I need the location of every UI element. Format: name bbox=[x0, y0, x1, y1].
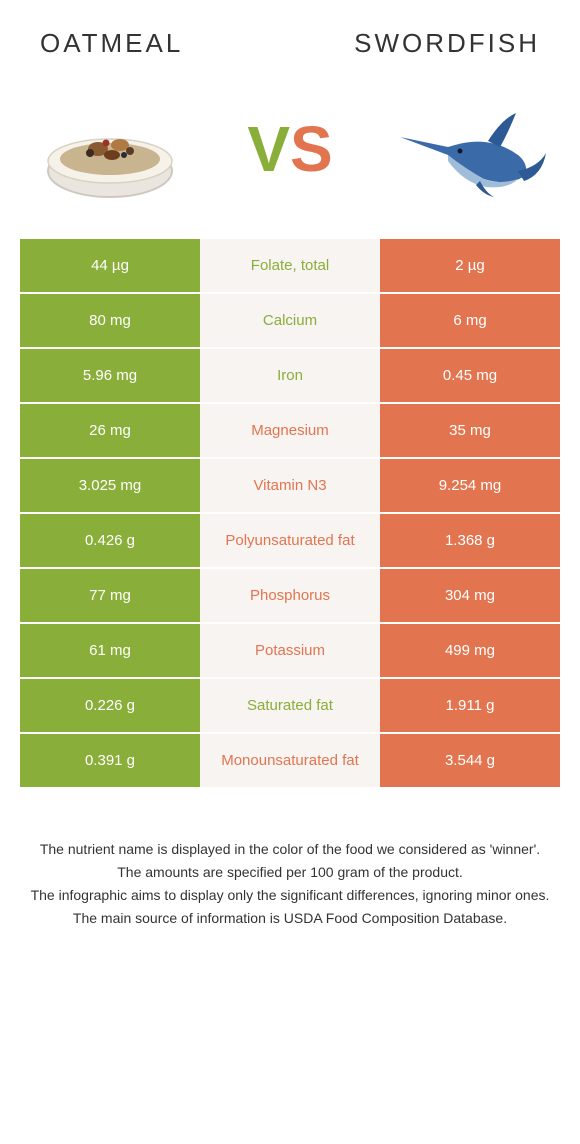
footer-notes: The nutrient name is displayed in the co… bbox=[0, 789, 580, 951]
table-row: 5.96 mgIron0.45 mg bbox=[20, 349, 560, 404]
nutrient-label: Magnesium bbox=[200, 404, 380, 459]
value-right: 1.911 g bbox=[380, 679, 560, 734]
value-left: 3.025 mg bbox=[20, 459, 200, 514]
value-right: 499 mg bbox=[380, 624, 560, 679]
value-right: 3.544 g bbox=[380, 734, 560, 789]
table-row: 80 mgCalcium6 mg bbox=[20, 294, 560, 349]
table-row: 77 mgPhosphorus304 mg bbox=[20, 569, 560, 624]
nutrient-label: Saturated fat bbox=[200, 679, 380, 734]
value-left: 77 mg bbox=[20, 569, 200, 624]
value-right: 35 mg bbox=[380, 404, 560, 459]
value-right: 9.254 mg bbox=[380, 459, 560, 514]
value-right: 6 mg bbox=[380, 294, 560, 349]
value-left: 61 mg bbox=[20, 624, 200, 679]
value-left: 0.391 g bbox=[20, 734, 200, 789]
nutrient-label: Folate, total bbox=[200, 239, 380, 294]
value-right: 0.45 mg bbox=[380, 349, 560, 404]
nutrient-label: Phosphorus bbox=[200, 569, 380, 624]
swordfish-image bbox=[390, 89, 550, 209]
vs-s-letter: S bbox=[290, 113, 333, 185]
value-right: 304 mg bbox=[380, 569, 560, 624]
value-right: 2 µg bbox=[380, 239, 560, 294]
value-left: 44 µg bbox=[20, 239, 200, 294]
oatmeal-image bbox=[30, 89, 190, 209]
header-row: Oatmeal Swordfish bbox=[0, 0, 580, 69]
infographic-container: Oatmeal Swordfish VS bbox=[0, 0, 580, 951]
value-left: 5.96 mg bbox=[20, 349, 200, 404]
table-row: 0.426 gPolyunsaturated fat1.368 g bbox=[20, 514, 560, 569]
footer-line: The main source of information is USDA F… bbox=[30, 908, 550, 929]
value-left: 80 mg bbox=[20, 294, 200, 349]
table-row: 0.391 gMonounsaturated fat3.544 g bbox=[20, 734, 560, 789]
nutrient-label: Iron bbox=[200, 349, 380, 404]
value-right: 1.368 g bbox=[380, 514, 560, 569]
images-row: VS bbox=[0, 69, 580, 239]
table-row: 3.025 mgVitamin N39.254 mg bbox=[20, 459, 560, 514]
nutrient-label: Vitamin N3 bbox=[200, 459, 380, 514]
footer-line: The amounts are specified per 100 gram o… bbox=[30, 862, 550, 883]
nutrient-label: Polyunsaturated fat bbox=[200, 514, 380, 569]
nutrient-label: Calcium bbox=[200, 294, 380, 349]
vs-label: VS bbox=[247, 112, 332, 186]
title-left: Oatmeal bbox=[40, 28, 183, 59]
table-row: 0.226 gSaturated fat1.911 g bbox=[20, 679, 560, 734]
value-left: 26 mg bbox=[20, 404, 200, 459]
nutrient-table: 44 µgFolate, total2 µg80 mgCalcium6 mg5.… bbox=[20, 239, 560, 789]
value-left: 0.226 g bbox=[20, 679, 200, 734]
table-row: 61 mgPotassium499 mg bbox=[20, 624, 560, 679]
nutrient-label: Potassium bbox=[200, 624, 380, 679]
table-row: 44 µgFolate, total2 µg bbox=[20, 239, 560, 294]
vs-v-letter: V bbox=[247, 113, 290, 185]
nutrient-label: Monounsaturated fat bbox=[200, 734, 380, 789]
value-left: 0.426 g bbox=[20, 514, 200, 569]
title-right: Swordfish bbox=[354, 28, 540, 59]
footer-line: The nutrient name is displayed in the co… bbox=[30, 839, 550, 860]
footer-line: The infographic aims to display only the… bbox=[30, 885, 550, 906]
table-row: 26 mgMagnesium35 mg bbox=[20, 404, 560, 459]
